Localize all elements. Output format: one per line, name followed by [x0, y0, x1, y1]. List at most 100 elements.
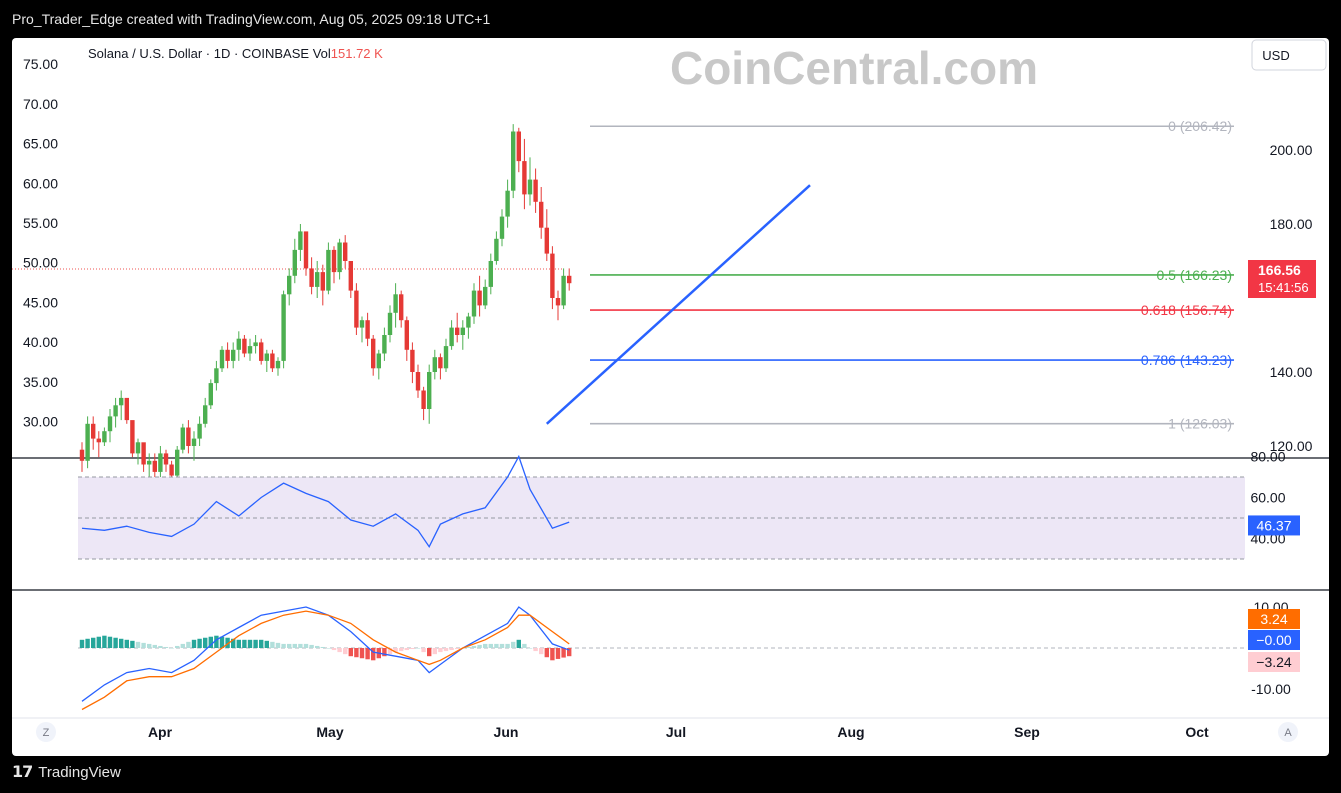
candle[interactable]	[113, 397, 118, 428]
candle[interactable]	[197, 416, 202, 446]
candle[interactable]	[438, 353, 443, 380]
overlay: CoinCentral.com Solana / U.S. Dollar · 1D…	[88, 39, 1327, 298]
candle[interactable]	[242, 335, 247, 358]
candle[interactable]	[275, 357, 281, 376]
chart-panel[interactable]: 30.00 35.00 40.00 45.00 50.00 55.00 60.00 65.00…	[12, 38, 1329, 756]
candle[interactable]	[303, 231, 309, 276]
candle[interactable]	[320, 264, 325, 306]
zoom-control-left[interactable]: Z	[36, 722, 56, 742]
candle[interactable]	[427, 364, 432, 424]
candle[interactable]	[264, 349, 269, 372]
auto-scale-control[interactable]: A	[1278, 722, 1298, 742]
rsi-line[interactable]	[81, 454, 570, 548]
candle[interactable]	[270, 349, 275, 372]
candle[interactable]	[147, 453, 152, 480]
candle[interactable]	[533, 168, 538, 213]
candle[interactable]	[494, 231, 499, 265]
candle[interactable]	[499, 209, 505, 247]
candle[interactable]	[331, 246, 337, 284]
candle[interactable]	[247, 338, 253, 361]
candle[interactable]	[421, 386, 426, 421]
candle[interactable]	[382, 327, 387, 361]
candle[interactable]	[348, 261, 353, 298]
candle[interactable]	[561, 268, 566, 310]
candle[interactable]	[516, 127, 521, 173]
candle[interactable]	[231, 342, 236, 369]
candle[interactable]	[359, 316, 365, 343]
candle[interactable]	[315, 261, 320, 298]
candle[interactable]	[455, 312, 460, 343]
candle[interactable]	[85, 416, 90, 469]
candle[interactable]	[298, 224, 303, 261]
candle[interactable]	[488, 253, 493, 295]
candle[interactable]	[208, 379, 213, 409]
candle[interactable]	[466, 312, 471, 339]
candle[interactable]	[544, 209, 549, 261]
candle[interactable]	[410, 342, 415, 384]
candle[interactable]	[387, 305, 393, 343]
candle[interactable]	[203, 397, 208, 428]
candle[interactable]	[236, 331, 241, 361]
tradingview-brand[interactable]: 𝟭𝟳 TradingView	[12, 762, 121, 782]
macd-line[interactable]	[81, 606, 570, 702]
candle[interactable]	[354, 283, 359, 335]
candle[interactable]	[96, 431, 101, 458]
candle[interactable]	[135, 438, 141, 465]
candle[interactable]	[399, 290, 404, 328]
candle[interactable]	[555, 290, 561, 321]
candle[interactable]	[511, 124, 516, 199]
candle[interactable]	[180, 423, 185, 454]
candle[interactable]	[79, 442, 85, 472]
candle[interactable]	[292, 238, 297, 284]
candle[interactable]	[527, 157, 533, 206]
candle[interactable]	[343, 235, 348, 269]
symbol-legend[interactable]: Solana / U.S. Dollar · 1D · COINBASE Vol…	[88, 46, 383, 61]
candle[interactable]	[214, 360, 219, 391]
candle[interactable]	[550, 246, 555, 310]
candle[interactable]	[432, 349, 437, 380]
candle[interactable]	[119, 390, 124, 421]
candle[interactable]	[191, 431, 197, 461]
candle[interactable]	[393, 283, 398, 328]
candle[interactable]	[253, 335, 258, 354]
candle[interactable]	[365, 312, 370, 347]
candle[interactable]	[404, 316, 409, 361]
candle[interactable]	[449, 320, 454, 350]
candle[interactable]	[460, 320, 465, 350]
candle[interactable]	[107, 409, 113, 443]
candle[interactable]	[415, 364, 421, 398]
candle[interactable]	[175, 446, 180, 480]
candle[interactable]	[141, 442, 146, 472]
candle[interactable]	[376, 349, 381, 380]
candle[interactable]	[186, 420, 191, 454]
candle[interactable]	[539, 187, 544, 239]
candle[interactable]	[505, 179, 510, 228]
trendline[interactable]	[545, 184, 811, 425]
candle[interactable]	[219, 346, 225, 372]
candle[interactable]	[287, 268, 292, 306]
candle[interactable]	[371, 335, 376, 376]
macd-signal-line[interactable]	[81, 610, 570, 711]
currency-button[interactable]: USD	[1251, 39, 1327, 71]
candle[interactable]	[522, 138, 527, 210]
candle[interactable]	[152, 453, 157, 480]
chart-svg[interactable]: 30.00 35.00 40.00 45.00 50.00 55.00 60.00 65.00…	[12, 38, 1329, 756]
candle[interactable]	[102, 427, 107, 447]
candle-body	[275, 360, 281, 369]
candle[interactable]	[158, 446, 163, 483]
candle[interactable]	[443, 338, 449, 372]
candle[interactable]	[91, 416, 96, 450]
candle[interactable]	[163, 449, 169, 472]
candle[interactable]	[309, 257, 314, 295]
candle[interactable]	[471, 283, 477, 324]
candle[interactable]	[124, 397, 129, 424]
candle[interactable]	[567, 268, 572, 291]
candle[interactable]	[337, 238, 342, 280]
candle[interactable]	[483, 279, 488, 310]
candle[interactable]	[477, 275, 482, 317]
candle[interactable]	[130, 420, 135, 458]
candle[interactable]	[225, 342, 230, 369]
candle[interactable]	[259, 338, 264, 365]
candle[interactable]	[281, 290, 286, 369]
candle[interactable]	[326, 242, 331, 295]
